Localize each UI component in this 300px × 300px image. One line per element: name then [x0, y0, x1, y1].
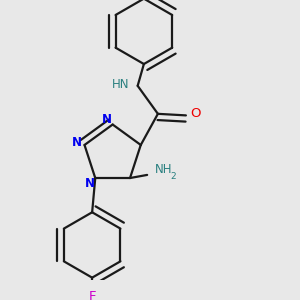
- Text: NH: NH: [155, 163, 172, 176]
- Text: 2: 2: [170, 172, 176, 181]
- Text: HN: HN: [112, 78, 130, 91]
- Text: N: N: [72, 136, 82, 149]
- Text: N: N: [85, 177, 95, 190]
- Text: F: F: [88, 290, 96, 300]
- Text: N: N: [101, 113, 111, 126]
- Text: O: O: [190, 107, 201, 120]
